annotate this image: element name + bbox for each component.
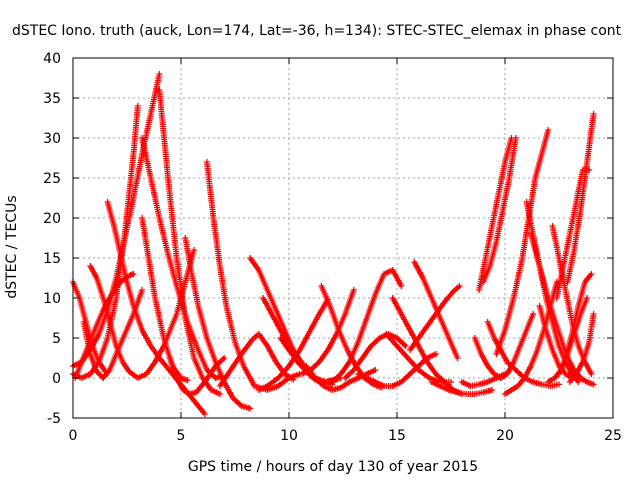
series-markers bbox=[564, 111, 597, 285]
x-axis-label: GPS time / hours of day 130 of year 2015 bbox=[188, 459, 478, 475]
series-markers bbox=[247, 255, 340, 385]
series-markers bbox=[203, 159, 303, 393]
series-markers bbox=[480, 135, 519, 285]
x-tick-label: 15 bbox=[388, 428, 406, 444]
y-tick-label: 40 bbox=[43, 51, 61, 67]
series-markers bbox=[342, 331, 409, 381]
series-markers bbox=[527, 231, 580, 377]
x-tick-label: 25 bbox=[604, 428, 622, 444]
series-33 bbox=[484, 319, 562, 389]
series-markers bbox=[156, 87, 223, 397]
y-tick-label: 15 bbox=[43, 251, 61, 267]
series-27 bbox=[407, 283, 463, 353]
series-22 bbox=[342, 331, 409, 381]
series-21 bbox=[329, 267, 405, 385]
series-markers bbox=[571, 367, 597, 388]
series-markers bbox=[428, 379, 495, 397]
series-43 bbox=[564, 111, 597, 285]
series-markers bbox=[329, 267, 405, 385]
series-markers bbox=[566, 311, 597, 385]
series-markers bbox=[87, 247, 197, 381]
series-markers bbox=[553, 167, 593, 301]
series-14 bbox=[247, 255, 340, 385]
series-41 bbox=[553, 167, 593, 301]
series-31 bbox=[476, 135, 515, 293]
x-tick-label: 5 bbox=[177, 428, 186, 444]
series-45 bbox=[571, 367, 597, 388]
data-points bbox=[70, 71, 597, 417]
y-tick-label: 5 bbox=[52, 331, 61, 347]
y-tick-label: 35 bbox=[43, 91, 61, 107]
tick-labels: 0 5 10 15 20 25 -5 0 5 10 15 20 25 30 35 40 bbox=[43, 51, 622, 444]
series-35 bbox=[493, 127, 552, 357]
series-44 bbox=[566, 311, 597, 385]
y-tick-label: -5 bbox=[47, 411, 61, 427]
series-32 bbox=[480, 135, 519, 285]
y-tick-label: 20 bbox=[43, 211, 61, 227]
x-tick-label: 10 bbox=[280, 428, 298, 444]
plot-frame bbox=[72, 57, 614, 419]
series-markers bbox=[407, 283, 463, 353]
series-markers bbox=[70, 103, 141, 381]
series-0 bbox=[70, 103, 141, 381]
series-markers bbox=[493, 127, 552, 357]
series-markers bbox=[476, 135, 515, 293]
series-28 bbox=[428, 379, 495, 397]
series-5 bbox=[87, 247, 197, 381]
y-tick-label: 25 bbox=[43, 171, 61, 187]
y-axis-label: dSTEC / TECUs bbox=[4, 195, 20, 298]
series-12 bbox=[203, 159, 303, 393]
axis-ticks bbox=[72, 57, 614, 419]
y-tick-label: 30 bbox=[43, 131, 61, 147]
series-8 bbox=[156, 87, 223, 397]
series-markers bbox=[556, 271, 595, 377]
series-37 bbox=[527, 231, 580, 377]
series-42 bbox=[556, 271, 595, 377]
y-tick-label: 10 bbox=[43, 291, 61, 307]
y-tick-label: 0 bbox=[52, 371, 61, 387]
x-tick-label: 0 bbox=[69, 428, 78, 444]
chart-title: dSTEC Iono. truth (auck, Lon=174, Lat=-3… bbox=[12, 23, 622, 39]
x-tick-label: 20 bbox=[496, 428, 514, 444]
series-markers bbox=[484, 319, 562, 389]
